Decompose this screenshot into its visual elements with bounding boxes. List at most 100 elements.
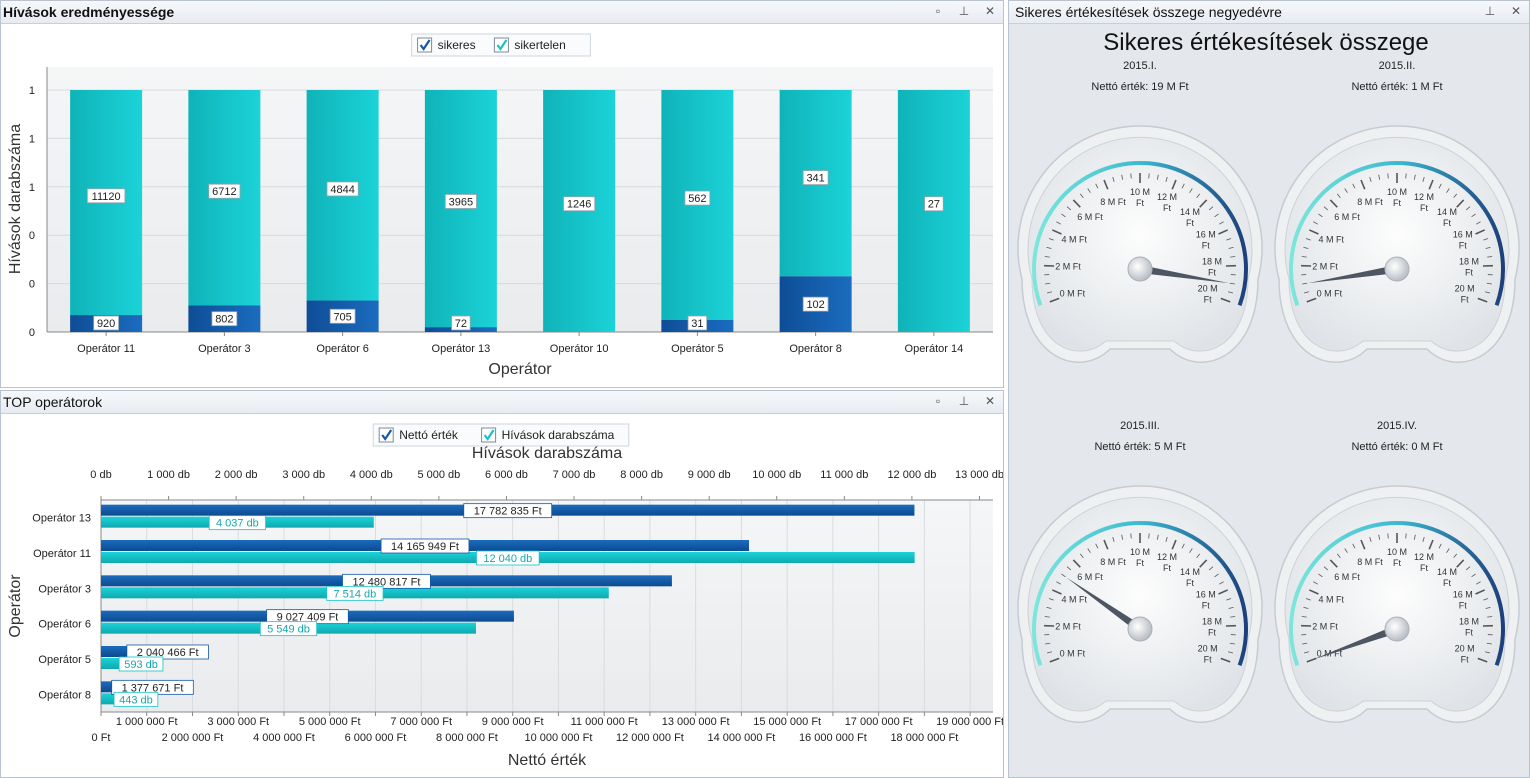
gauge-scale-label: 16 M <box>1196 590 1216 600</box>
gauge-scale-label: 10 M <box>1130 547 1150 557</box>
dropdown-icon[interactable]: ▫ <box>935 394 941 408</box>
gauge-tick <box>1228 247 1234 249</box>
gauge-tick <box>1303 607 1309 609</box>
gauge: 2015.II. Nettó érték: 1 M Ft 0 M Ft 2 M Ft 4… <box>1274 60 1520 363</box>
pin-icon[interactable]: ⊥ <box>958 4 970 18</box>
gauge-scale-unit: Ft <box>1393 198 1401 208</box>
bottom-axis-tick-label: 5 000 000 Ft <box>299 716 361 728</box>
gauge-face <box>1027 136 1253 352</box>
gauge-range-arc <box>1032 161 1248 306</box>
gauge-tick <box>1219 221 1224 225</box>
gauge-scale-label: 6 M Ft <box>1077 212 1103 222</box>
top-label-count-box <box>259 621 318 637</box>
gauge-tick <box>1453 193 1458 199</box>
top-axis-tick-label: 3 000 db <box>282 469 325 481</box>
gauge-tick <box>1360 179 1366 190</box>
gauge-tick <box>1230 616 1236 618</box>
top-panel: TOP operátorok ▫ ⊥ ✕ Nettó érték Hívások … <box>0 390 1004 778</box>
gauge-tick <box>1413 174 1416 180</box>
gauge-scale-label: 14 M <box>1437 207 1457 217</box>
pin-icon[interactable]: ⊥ <box>958 394 970 408</box>
gauge-scale-label: 2 M Ft <box>1055 621 1081 631</box>
gauge-hub <box>1384 256 1410 282</box>
calls-label-sikertelen: 11120 <box>92 191 121 203</box>
calls-bar-group: 11120 920 <box>70 90 143 332</box>
gauge-value-label: Nettó érték: 1 M Ft <box>1351 81 1442 93</box>
gauge-tick <box>1378 174 1381 180</box>
gauge-tick <box>1196 193 1201 199</box>
gauge-needle <box>1312 625 1399 660</box>
bottom-axis-tick-label: 7 000 000 Ft <box>390 716 452 728</box>
gauge-tick <box>1072 199 1081 208</box>
gauge-tick <box>1208 566 1214 571</box>
gauge-tick <box>1061 573 1066 578</box>
top-label-count-box <box>476 550 540 566</box>
calls-bar-group: 3965 72 <box>424 90 497 332</box>
top-category-label: Operátor 5 <box>38 654 91 666</box>
gauge-scale-label: 0 M Ft <box>1060 289 1086 299</box>
gauge-needle <box>1139 265 1229 284</box>
checkmark-icon <box>496 39 508 51</box>
gauge-tick <box>1121 174 1124 180</box>
top-chart: Nettó érték Hívások darabszáma Hívások dar… <box>7 423 1003 769</box>
calls-bar-group: 1246 <box>543 90 616 332</box>
bottom-axis-tick-label: 10 000 000 Ft <box>524 732 592 744</box>
gauge-tick <box>1313 221 1318 225</box>
gauge-tick <box>1220 297 1231 303</box>
gauge-tick <box>1485 247 1491 249</box>
gauge-tick <box>1095 543 1099 549</box>
gauge-tick <box>1308 229 1319 235</box>
calls-x-tick-label: Operátor 5 <box>671 343 724 355</box>
checkmark-icon <box>419 39 431 51</box>
gauge: 2015.III. Nettó érték: 5 M Ft 0 M Ft 2 M Ft… <box>1017 420 1263 723</box>
gauge-tick <box>1189 548 1193 553</box>
top-bar-group: 9 027 409 Ft5 549 db <box>101 609 514 637</box>
gauge-tick <box>1156 534 1159 540</box>
dropdown-icon[interactable]: ▫ <box>935 4 941 18</box>
gauge-scale-label: 18 M <box>1459 256 1479 266</box>
gauge-scale-label: 10 M <box>1387 547 1407 557</box>
top-category-label: Operátor 13 <box>32 513 91 525</box>
calls-bar-group: 341 102 <box>779 90 852 332</box>
gauge-tick <box>1318 573 1323 578</box>
gauge-tick <box>1308 589 1319 595</box>
calls-panel-header: Hívások eredményessége ▫ ⊥ ✕ <box>1 1 1003 24</box>
calls-label-sikertelen-box <box>802 170 829 185</box>
calls-label-sikertelen: 6712 <box>212 186 236 198</box>
gauge-tick <box>1453 553 1458 559</box>
top-axis-tick-label: 6 000 db <box>485 469 528 481</box>
gauge-scale-label: 0 M Ft <box>1317 289 1343 299</box>
calls-panel-title: Hívások eredményessége <box>3 4 175 20</box>
gauge-tick <box>1051 589 1062 595</box>
top-label-count: 5 549 db <box>267 624 310 636</box>
close-icon[interactable]: ✕ <box>984 4 996 18</box>
gauge-tick <box>1044 256 1050 258</box>
gauge-tick <box>1103 179 1109 190</box>
gauge-tick <box>1103 539 1109 550</box>
gauge-scale-unit: Ft <box>1202 241 1210 251</box>
gauge-scale-unit: Ft <box>1459 601 1467 611</box>
top-label-netto-box <box>342 573 431 589</box>
calls-bar-group: 4844 705 <box>306 90 379 332</box>
top-label-count-box <box>118 656 164 672</box>
close-icon[interactable]: ✕ <box>1510 4 1522 18</box>
gauge-scale-label: 20 M <box>1198 644 1218 654</box>
gauge-scale-label: 8 M Ft <box>1100 557 1126 567</box>
pin-icon[interactable]: ⊥ <box>1484 4 1496 18</box>
bottom-axis-tick-label: 9 000 000 Ft <box>482 716 544 728</box>
calls-label-sikeres-box <box>687 315 708 331</box>
calls-legend-label: sikeres <box>438 38 476 52</box>
gauge-tick <box>1228 651 1234 654</box>
gauge-scale-unit: Ft <box>1163 203 1171 213</box>
gauge-scale-label: 14 M <box>1180 207 1200 217</box>
calls-bar-group: 27 <box>897 90 970 332</box>
gauge-tick <box>1318 213 1323 218</box>
top-plot-area <box>101 500 993 712</box>
gauge-tick <box>1156 174 1159 180</box>
bottom-axis-tick-label: 1 000 000 Ft <box>116 716 178 728</box>
gauge-scale-unit: Ft <box>1186 578 1194 588</box>
close-icon[interactable]: ✕ <box>984 394 996 408</box>
top-axis-tick-label: 12 000 db <box>887 469 936 481</box>
gauge-face <box>1284 136 1510 352</box>
